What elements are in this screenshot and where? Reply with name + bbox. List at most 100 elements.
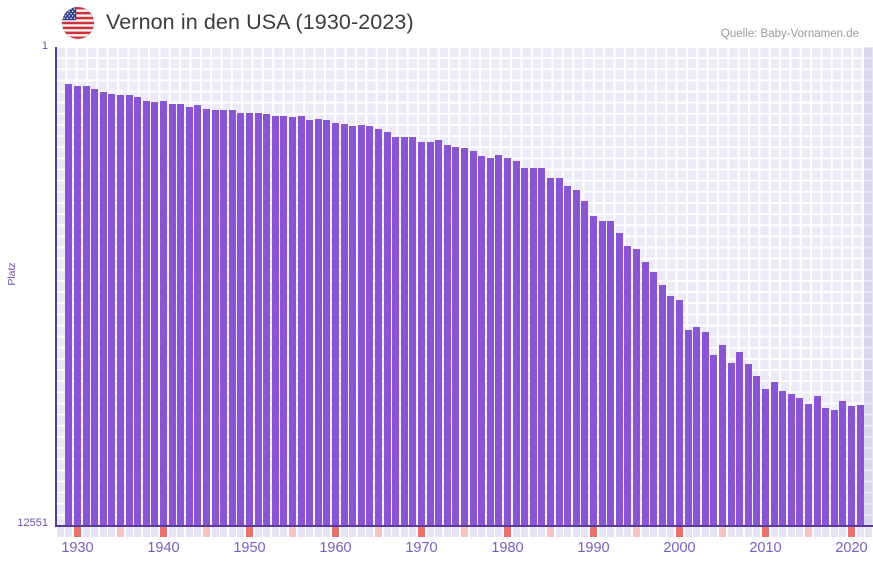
bar[interactable]	[65, 84, 73, 526]
bar[interactable]	[624, 246, 632, 526]
bar[interactable]	[340, 124, 348, 526]
tick-swatch-minor	[779, 527, 787, 537]
tick-swatch-minor	[443, 527, 451, 537]
bar[interactable]	[495, 155, 503, 526]
bar[interactable]	[581, 200, 589, 526]
bar[interactable]	[504, 157, 511, 526]
bar[interactable]	[805, 403, 812, 526]
bar[interactable]	[839, 401, 847, 526]
bar[interactable]	[521, 167, 529, 526]
bar[interactable]	[177, 104, 185, 526]
bar[interactable]	[830, 409, 838, 526]
bar[interactable]	[658, 284, 666, 526]
bar[interactable]	[142, 100, 150, 526]
tick-swatch-minor	[392, 527, 400, 537]
bar[interactable]	[667, 296, 675, 526]
bar[interactable]	[400, 136, 408, 526]
bar[interactable]	[82, 86, 90, 526]
bar[interactable]	[701, 332, 709, 526]
bar[interactable]	[91, 89, 99, 526]
bar[interactable]	[598, 221, 606, 526]
bar[interactable]	[779, 391, 787, 526]
bar[interactable]	[676, 300, 683, 526]
bar[interactable]	[383, 132, 391, 526]
bar[interactable]	[134, 97, 142, 526]
bar[interactable]	[736, 352, 744, 526]
bar[interactable]	[555, 177, 563, 526]
bar[interactable]	[538, 168, 546, 526]
x-tick-label: 1950	[233, 540, 266, 556]
bar[interactable]	[633, 249, 640, 526]
bar[interactable]	[108, 93, 116, 526]
bar[interactable]	[770, 382, 778, 526]
bar[interactable]	[332, 122, 339, 526]
bar[interactable]	[615, 233, 623, 526]
bar[interactable]	[74, 86, 81, 526]
bar[interactable]	[848, 405, 855, 526]
bar[interactable]	[650, 272, 658, 526]
bar[interactable]	[529, 167, 537, 526]
bar[interactable]	[314, 119, 322, 526]
bar[interactable]	[289, 117, 296, 526]
bar[interactable]	[168, 104, 176, 526]
bar[interactable]	[228, 110, 236, 526]
bar[interactable]	[426, 142, 434, 526]
tick-swatch-minor	[280, 527, 288, 537]
bar[interactable]	[349, 126, 357, 526]
bar[interactable]	[641, 262, 649, 526]
bar[interactable]	[117, 95, 124, 526]
bar[interactable]	[194, 105, 202, 526]
tick-swatch-minor	[710, 527, 718, 537]
bar[interactable]	[297, 115, 305, 526]
bar[interactable]	[211, 109, 219, 526]
bar[interactable]	[280, 116, 288, 526]
bar[interactable]	[220, 109, 228, 526]
bar[interactable]	[856, 404, 864, 526]
bar[interactable]	[564, 185, 572, 526]
bar[interactable]	[160, 100, 167, 526]
bar[interactable]	[590, 216, 597, 526]
bar[interactable]	[246, 113, 253, 526]
bar[interactable]	[151, 101, 159, 526]
bar[interactable]	[796, 398, 804, 526]
bar[interactable]	[727, 363, 735, 526]
bar[interactable]	[452, 146, 460, 526]
bar[interactable]	[478, 155, 486, 526]
bar[interactable]	[762, 388, 769, 526]
bar[interactable]	[357, 125, 365, 526]
bar[interactable]	[263, 114, 271, 526]
bar[interactable]	[323, 120, 331, 526]
bar[interactable]	[271, 115, 279, 526]
bar[interactable]	[486, 157, 494, 526]
bar[interactable]	[461, 147, 468, 526]
bar[interactable]	[99, 92, 107, 526]
bar[interactable]	[237, 113, 245, 526]
bar[interactable]	[254, 112, 262, 526]
bar[interactable]	[375, 129, 382, 526]
bar[interactable]	[719, 344, 726, 526]
bar[interactable]	[418, 141, 425, 526]
bar[interactable]	[684, 330, 692, 526]
bar[interactable]	[787, 394, 795, 526]
bar[interactable]	[469, 151, 477, 526]
bar[interactable]	[392, 136, 400, 526]
bar[interactable]	[409, 137, 417, 526]
bar[interactable]	[607, 221, 615, 526]
bar[interactable]	[185, 107, 193, 526]
bar[interactable]	[366, 125, 374, 526]
bar[interactable]	[813, 396, 821, 526]
bar[interactable]	[435, 139, 443, 526]
bar[interactable]	[710, 354, 718, 526]
bar[interactable]	[693, 327, 701, 526]
bar[interactable]	[547, 177, 554, 526]
bar[interactable]	[744, 363, 752, 526]
bar[interactable]	[443, 145, 451, 526]
bar[interactable]	[572, 190, 580, 526]
tick-swatch-minor	[529, 527, 537, 537]
bar[interactable]	[306, 120, 314, 526]
bar[interactable]	[753, 375, 761, 526]
bar[interactable]	[203, 109, 210, 526]
bar[interactable]	[125, 95, 133, 526]
bar[interactable]	[512, 161, 520, 526]
bar[interactable]	[822, 407, 830, 526]
